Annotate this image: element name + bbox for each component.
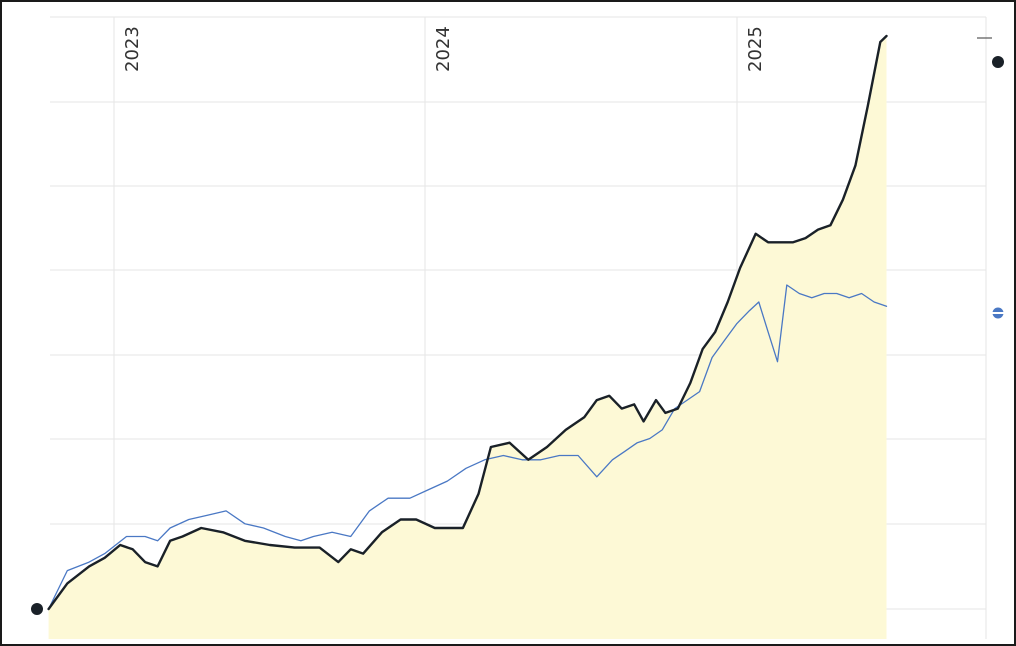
start-point-marker xyxy=(31,603,43,615)
series-0-end-marker xyxy=(992,56,1004,68)
x-tick-label-2025: 2025 xyxy=(745,26,766,72)
series-line-0 xyxy=(47,34,888,611)
x-tick-labels: 2023 2024 2025 xyxy=(122,26,766,72)
x-tick-label-2023: 2023 xyxy=(122,26,143,72)
area-fill-layer xyxy=(48,36,887,639)
x-tick-label-2024: 2024 xyxy=(433,26,454,72)
series-lines xyxy=(47,34,888,611)
area-fill xyxy=(48,36,887,639)
series-line-1 xyxy=(47,284,888,610)
series-markers xyxy=(31,37,1004,615)
